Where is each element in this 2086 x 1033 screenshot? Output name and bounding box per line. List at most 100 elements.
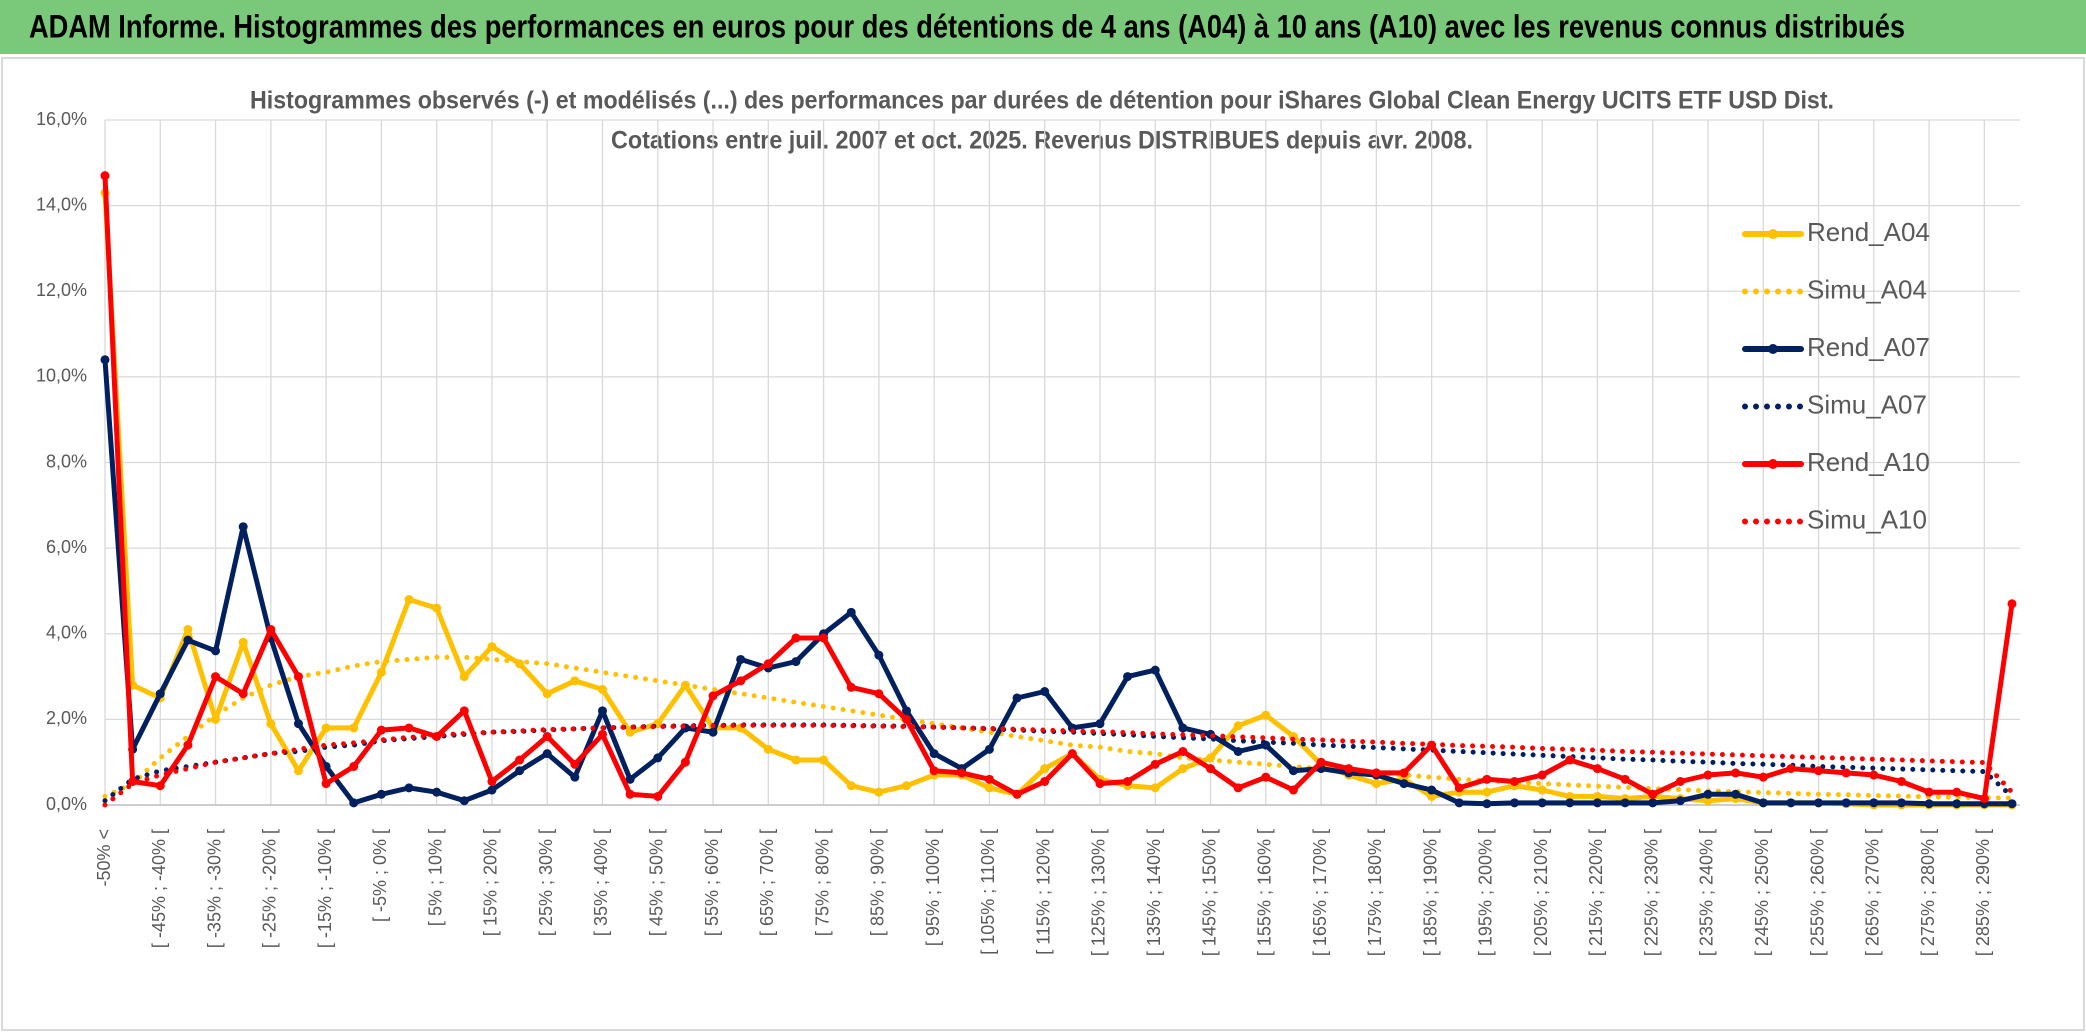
point [901, 781, 911, 791]
point [901, 706, 911, 716]
point [901, 714, 911, 724]
point [376, 725, 386, 735]
x-tick-label: [ 145% ; 150% [ [1199, 829, 1219, 956]
x-tick-label: [ 255% ; 260% [ [1807, 829, 1827, 956]
point [984, 783, 994, 793]
y-tick-label: 14,0% [36, 194, 87, 214]
legend-label: Simu_A07 [1807, 389, 1927, 419]
point [1123, 776, 1133, 786]
x-tick-label: [ 65% ; 70% [ [757, 829, 777, 936]
point [1510, 798, 1520, 808]
point [1814, 766, 1824, 776]
point [487, 776, 497, 786]
legend-label: Rend_A10 [1807, 447, 1930, 477]
point [515, 766, 525, 776]
point [542, 689, 552, 699]
point [1150, 759, 1160, 769]
point [597, 706, 607, 716]
point [1537, 770, 1547, 780]
x-tick-label: [ 25% ; 30% [ [536, 829, 556, 936]
x-tick-label: [ -25% ; -20% [ [260, 829, 280, 948]
point [1482, 774, 1492, 784]
point [349, 723, 359, 733]
y-tick-label: 10,0% [36, 366, 87, 386]
point [1703, 789, 1713, 799]
point [1924, 799, 1934, 809]
point [266, 624, 276, 634]
point [1012, 789, 1022, 799]
point [1399, 768, 1409, 778]
point [708, 691, 718, 701]
x-tick-label: [ 285% ; 290% [ [1973, 829, 1993, 956]
point [1040, 764, 1050, 774]
point [819, 755, 829, 765]
point [736, 676, 746, 686]
point [155, 689, 165, 699]
point [487, 785, 497, 795]
point [819, 633, 829, 643]
x-tick-label: [ 35% ; 40% [ [591, 829, 611, 936]
point [1648, 798, 1658, 808]
x-tick-label: [ 245% ; 250% [ [1752, 829, 1772, 956]
point [1592, 798, 1602, 808]
x-tick-label: [ -5% ; 0% [ [370, 829, 390, 922]
point [1482, 787, 1492, 797]
point [404, 723, 414, 733]
point [791, 657, 801, 667]
point [238, 689, 248, 699]
legend-marker [1768, 344, 1778, 354]
point [542, 749, 552, 759]
point [1178, 746, 1188, 756]
point [376, 789, 386, 799]
legend-marker [1768, 229, 1778, 239]
point [183, 635, 193, 645]
point [1620, 798, 1630, 808]
point [1896, 798, 1906, 808]
point [293, 766, 303, 776]
point [404, 783, 414, 793]
x-tick-label: [ 275% ; 280% [ [1918, 829, 1938, 956]
model-line [102, 654, 2015, 801]
point [1288, 766, 1298, 776]
point [1095, 779, 1105, 789]
x-tick-label: [ 265% ; 270% [ [1863, 829, 1883, 956]
point [1233, 721, 1243, 731]
point [1758, 798, 1768, 808]
point [1427, 791, 1437, 801]
point [1371, 779, 1381, 789]
x-tick-label: [ 75% ; 80% [ [812, 829, 832, 936]
point [1233, 746, 1243, 756]
point [1233, 783, 1243, 793]
x-tick-label: [ 45% ; 50% [ [647, 829, 667, 936]
point [625, 789, 635, 799]
point [1399, 779, 1409, 789]
point [1869, 770, 1879, 780]
point [1952, 787, 1962, 797]
point [1150, 783, 1160, 793]
point [957, 768, 967, 778]
x-tick-label: [ 215% ; 220% [ [1586, 829, 1606, 956]
point [1150, 665, 1160, 675]
point [1675, 796, 1685, 806]
point [570, 759, 580, 769]
point [1095, 719, 1105, 729]
chart-subtitle: Cotations entre juil. 2007 et oct. 2025.… [611, 127, 1473, 155]
point [984, 744, 994, 754]
point [1316, 757, 1326, 767]
x-tick-label: [ 5% ; 10% [ [425, 829, 445, 926]
point [211, 714, 221, 724]
point [597, 729, 607, 739]
point [1565, 798, 1575, 808]
y-tick-label: 0,0% [46, 794, 87, 814]
point [653, 753, 663, 763]
point [1979, 794, 1989, 804]
point [432, 603, 442, 613]
point [1620, 774, 1630, 784]
point [1592, 791, 1602, 801]
point [293, 719, 303, 729]
legend-label: Rend_A04 [1807, 217, 1930, 247]
point [1454, 798, 1464, 808]
point [1592, 764, 1602, 774]
point [984, 774, 994, 784]
point [763, 659, 773, 669]
